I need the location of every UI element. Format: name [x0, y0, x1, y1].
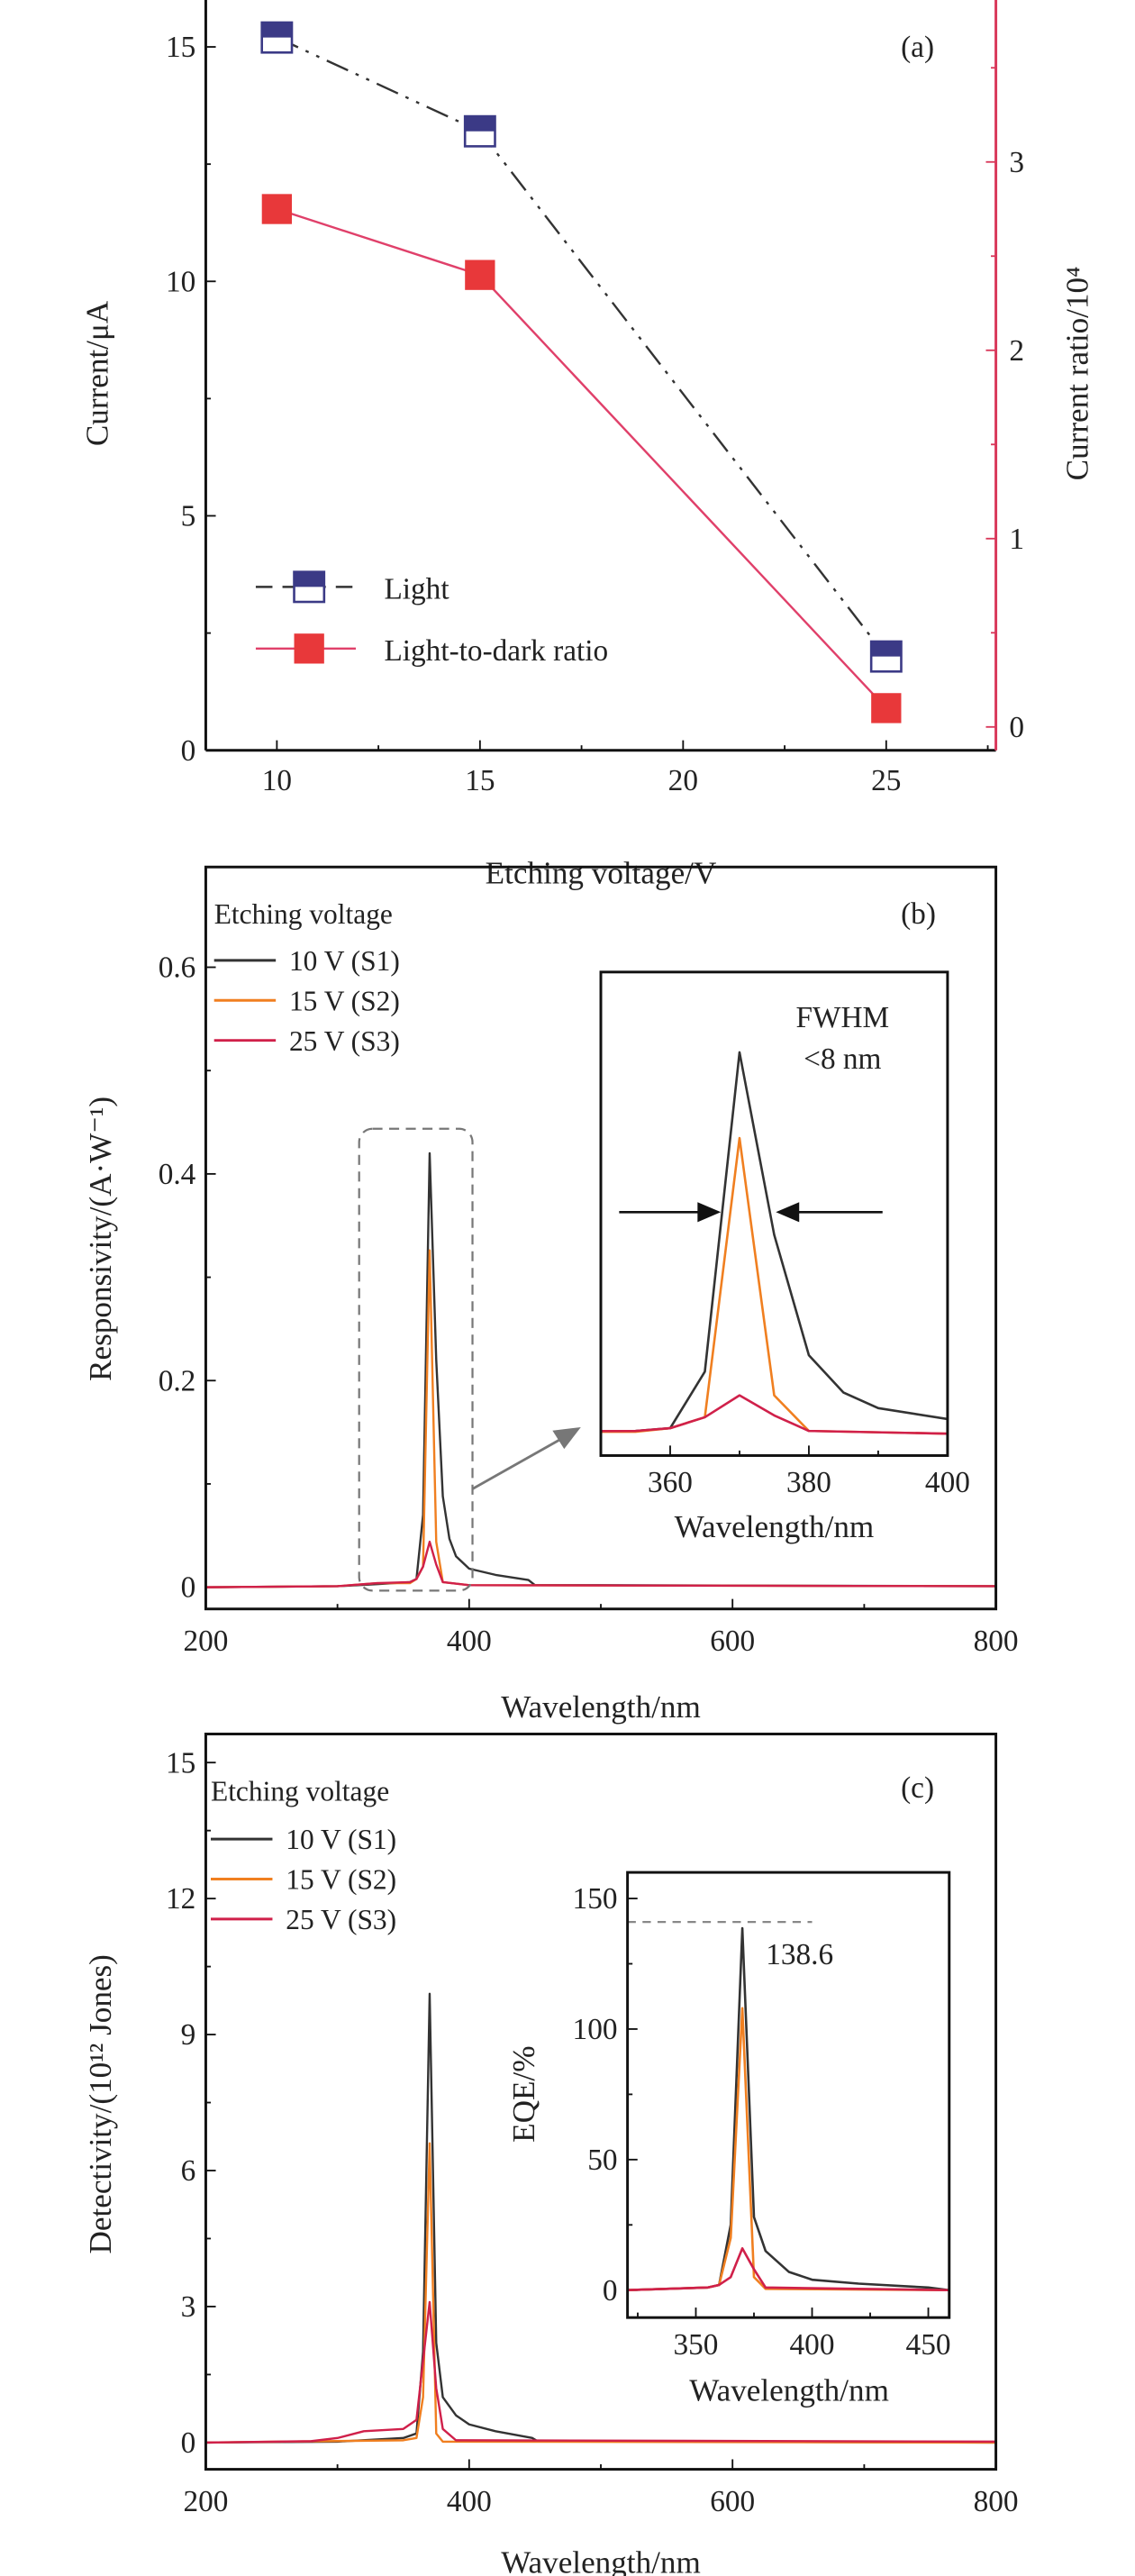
c-legend-label: 15 V (S2)	[286, 1864, 396, 1896]
b-inset-background	[601, 971, 948, 1456]
c-series-line-s1	[205, 1992, 996, 2444]
a-y-tick-label: 15	[166, 31, 195, 64]
c-legend-label: 10 V (S1)	[286, 1824, 396, 1855]
c-inset-x-tick-label: 350	[674, 2328, 719, 2362]
c-inset-background	[627, 1872, 949, 2318]
a-legend-light-label: Light	[384, 572, 449, 605]
b-x-axis-label: Wavelength/nm	[501, 1689, 701, 1725]
c-inset-y-tick-label: 0	[603, 2274, 618, 2307]
b-x-tick-label: 400	[447, 1625, 492, 1658]
c-inset-x-tick-label: 450	[906, 2328, 951, 2362]
b-zoom-arrow-head	[552, 1427, 581, 1450]
b-fwhm-label: FWHM	[796, 1001, 890, 1034]
b-inset-x-tick-label: 400	[925, 1466, 970, 1499]
a-y-tick-label: 10	[166, 265, 195, 298]
c-y-axis-label: Detectivity/(10¹² Jones)	[83, 1954, 118, 2253]
a-light-point-top	[871, 641, 902, 657]
b-y-axis-label: Responsivity/(A·W⁻¹)	[83, 1097, 118, 1381]
a-right-y-tick-label: 0	[1009, 711, 1024, 744]
a-y-axis-label: Current/μA	[79, 300, 114, 446]
b-inset-frame	[599, 970, 949, 1457]
c-inset-x-axis-label: Wavelength/nm	[689, 2373, 889, 2408]
a-x-tick-label: 20	[668, 764, 698, 797]
b-y-tick-label: 0	[181, 1571, 196, 1605]
c-legend-label: 25 V (S3)	[286, 1904, 396, 1935]
b-y-tick-label: 0.6	[159, 951, 196, 985]
a-light-point-top	[465, 116, 495, 132]
b-x-tick-label: 800	[974, 1625, 1019, 1658]
a-x-tick-label: 25	[871, 764, 901, 797]
b-inset-x-axis-label: Wavelength/nm	[675, 1509, 875, 1544]
a-legend-ratio-label: Light-to-dark ratio	[384, 634, 608, 668]
b-fwhm-value: <8 nm	[804, 1042, 881, 1076]
b-zoom-region-box	[358, 1127, 474, 1592]
b-legend-label: 10 V (S1)	[289, 945, 400, 977]
b-plot-frame	[204, 865, 998, 1611]
b-legend-label: 15 V (S2)	[289, 985, 400, 1016]
b-zoom-arrow-line	[471, 1435, 565, 1490]
a-ratio-point	[261, 194, 293, 224]
a-x-tick-label: 15	[465, 764, 495, 797]
b-fwhm-left-arrow-head	[697, 1202, 722, 1223]
c-y-tick-label: 12	[166, 1882, 195, 1916]
a-light-line	[276, 36, 887, 658]
b-x-tick-label: 600	[710, 1625, 755, 1658]
a-x-axis-label: Etching voltage/V	[486, 856, 717, 891]
c-x-tick-label: 200	[183, 2485, 228, 2518]
b-panel-label: (b)	[901, 897, 936, 931]
b-legend-label: 25 V (S3)	[289, 1025, 400, 1057]
a-ratio-point	[871, 693, 902, 724]
c-x-axis-label: Wavelength/nm	[501, 2544, 701, 2576]
c-y-tick-label: 0	[181, 2426, 196, 2460]
c-inset-y-tick-label: 100	[573, 2013, 618, 2046]
c-y-tick-label: 15	[166, 1746, 195, 1780]
c-y-tick-label: 6	[181, 2154, 196, 2188]
b-inset-x-tick-label: 380	[786, 1466, 831, 1499]
c-inset-y-tick-label: 150	[573, 1882, 618, 1916]
c-y-tick-label: 9	[181, 2018, 196, 2052]
b-y-tick-label: 0.2	[159, 1364, 196, 1397]
a-right-y-tick-label: 3	[1009, 146, 1024, 179]
a-y-tick-label: 5	[181, 500, 196, 533]
b-x-tick-label: 200	[183, 1625, 228, 1658]
b-inset-series-line-s3	[601, 1394, 948, 1435]
a-panel-label: (a)	[901, 31, 934, 64]
a-legend-light-marker-top	[294, 571, 324, 587]
c-panel-label: (c)	[901, 1771, 934, 1805]
b-y-tick-label: 0.4	[159, 1158, 196, 1191]
a-ratio-point	[465, 259, 495, 290]
c-inset-series-line-s3	[627, 2247, 949, 2292]
c-plot-frame	[204, 1733, 998, 2471]
a-y2-axis-label: Current ratio/10⁴	[1059, 267, 1094, 481]
c-x-tick-label: 800	[974, 2485, 1019, 2518]
b-fwhm-right-arrow-head	[776, 1202, 800, 1223]
a-right-y-tick-label: 2	[1009, 334, 1024, 368]
c-series-line-s2	[205, 2142, 996, 2444]
c-inset-peak-label: 138.6	[766, 1938, 833, 1971]
c-inset-y-tick-label: 50	[587, 2144, 617, 2177]
c-inset-x-tick-label: 400	[790, 2328, 835, 2362]
c-x-tick-label: 600	[710, 2485, 755, 2518]
b-series-line-s3	[205, 1540, 996, 1588]
b-inset-series-line-s1	[601, 1051, 948, 1433]
c-x-tick-label: 400	[447, 2485, 492, 2518]
c-y-tick-label: 3	[181, 2290, 196, 2324]
c-series-line-s3	[205, 2300, 996, 2444]
a-legend-ratio-marker	[294, 633, 324, 664]
c-legend-title: Etching voltage	[211, 1776, 389, 1807]
b-legend-title: Etching voltage	[214, 898, 393, 930]
a-x-tick-label: 10	[262, 764, 292, 797]
c-inset-y-axis-label: EQE/%	[506, 2046, 541, 2143]
a-light-point-top	[261, 22, 293, 38]
c-inset-frame	[626, 1871, 951, 2319]
a-right-y-tick-label: 1	[1009, 523, 1024, 556]
a-y-tick-label: 0	[181, 734, 196, 768]
b-inset-x-tick-label: 360	[648, 1466, 693, 1499]
